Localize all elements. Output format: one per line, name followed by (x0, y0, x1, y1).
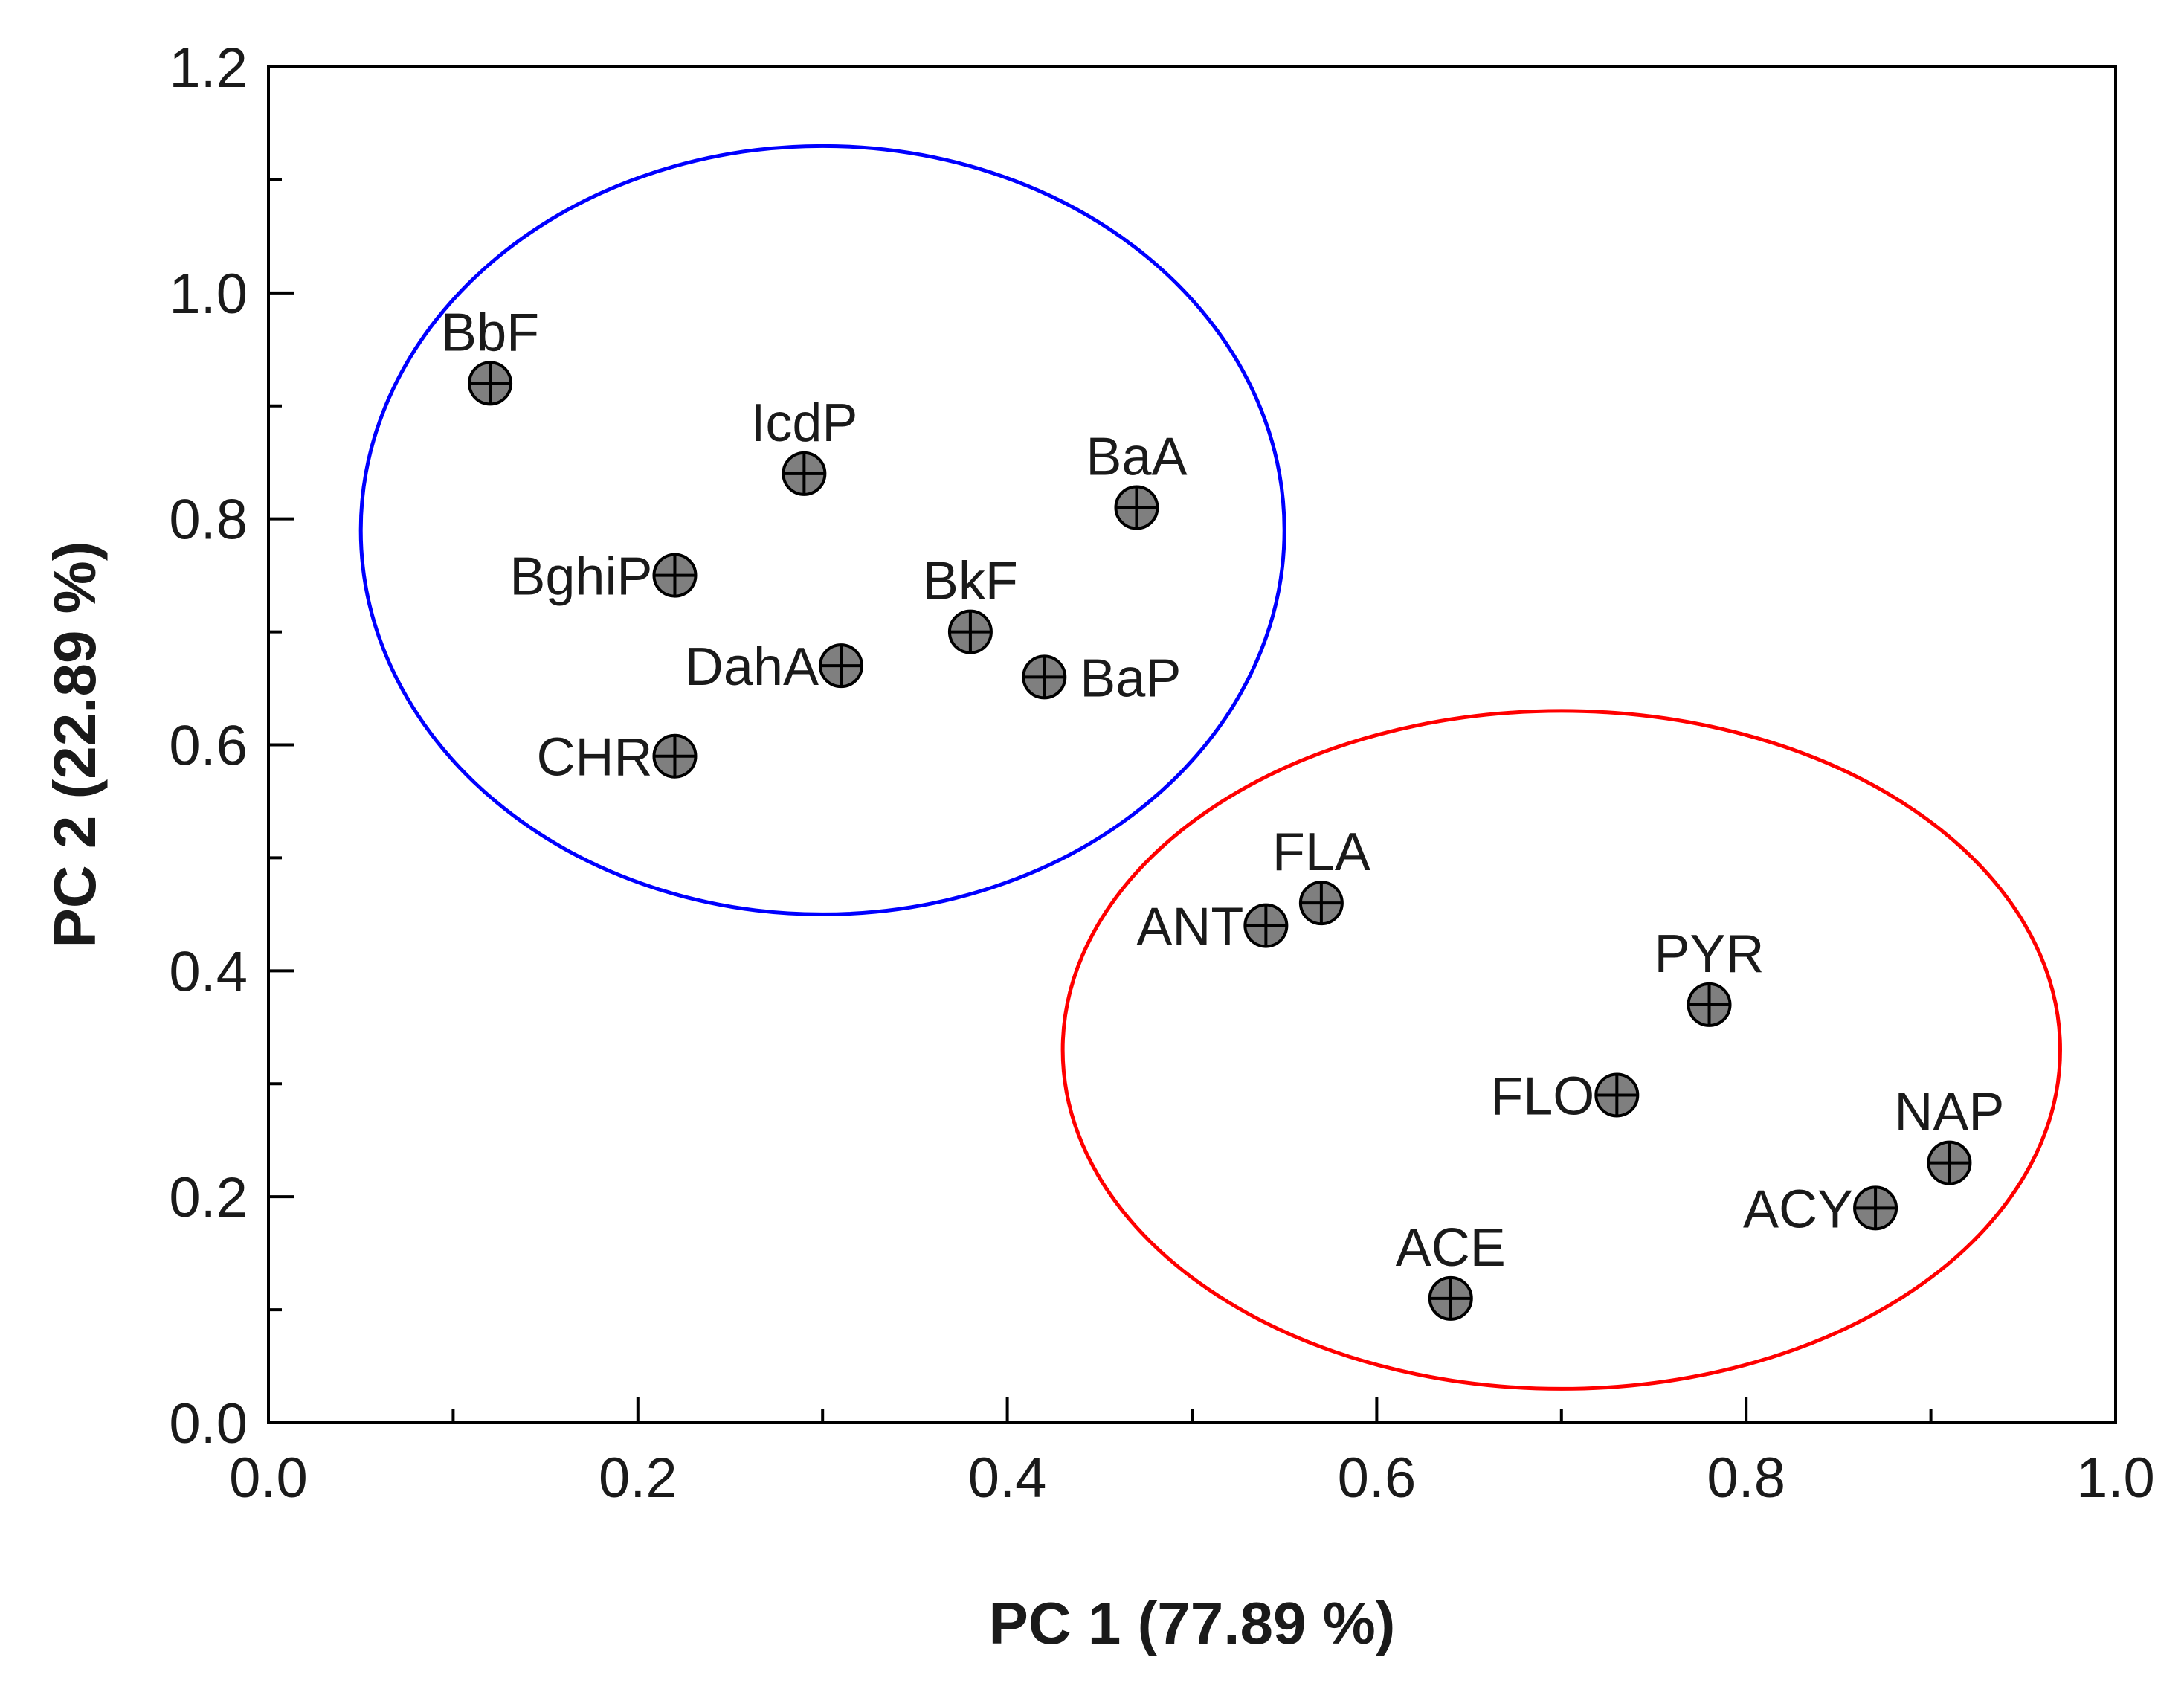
point-bghip: BghiP (509, 547, 698, 607)
cluster-ellipse-high-molecular-weight (358, 144, 1286, 916)
y-tick-label: 0.8 (169, 489, 248, 552)
y-tick-label: 0.2 (169, 1166, 248, 1229)
point-label: NAP (1894, 1083, 2004, 1142)
point-icdp: IcdP (750, 393, 857, 496)
point-chr: CHR (536, 728, 698, 788)
y-tick-label: 1.0 (169, 263, 248, 326)
point-label: ANT (1136, 898, 1243, 957)
point-baa: BaA (1086, 427, 1188, 530)
point-label: PYR (1654, 924, 1764, 984)
point-ace: ACE (1396, 1218, 1506, 1321)
x-axis-title: PC 1 (77.89 %) (989, 1590, 1396, 1656)
y-tick-label: 0.0 (169, 1392, 248, 1455)
y-tick-label: 0.4 (169, 940, 248, 1003)
y-axis-ticks: 0.0 0.2 0.4 0.6 0.8 1.0 1.2 (169, 36, 294, 1455)
x-tick-label: 0.0 (229, 1447, 308, 1510)
point-label: BaA (1086, 427, 1187, 486)
point-label: FLO (1490, 1066, 1594, 1126)
point-bbf: BbF (441, 303, 539, 406)
x-tick-label: 0.4 (968, 1447, 1047, 1510)
point-ant: ANT (1136, 898, 1289, 957)
x-tick-label: 1.0 (2076, 1447, 2155, 1510)
point-label: BaP (1080, 649, 1181, 708)
x-tick-label: 0.6 (1338, 1447, 1417, 1510)
point-nap: NAP (1894, 1083, 2004, 1185)
point-label: CHR (536, 728, 652, 788)
y-tick-label: 1.2 (169, 36, 248, 100)
x-axis-ticks: 0.0 0.2 0.4 0.6 0.8 1.0 (229, 1397, 2155, 1510)
point-label: IcdP (750, 393, 857, 453)
point-pyr: PYR (1654, 924, 1765, 1027)
point-label: BghiP (509, 547, 652, 607)
point-label: ACY (1743, 1180, 1853, 1239)
cluster-ellipses (358, 144, 2062, 1391)
x-tick-label: 0.8 (1707, 1447, 1785, 1510)
point-label: BkF (923, 552, 1018, 611)
point-label: DahA (685, 637, 819, 697)
data-points: BbF IcdP BaA BghiP BkF DahA BaP CHR FLA ANT PYR FLO… (441, 303, 2004, 1321)
cluster-ellipse-low-molecular-weight (1060, 709, 2062, 1391)
point-fla: FLA (1272, 823, 1370, 926)
point-bkf: BkF (923, 552, 1018, 654)
point-label: BbF (441, 303, 539, 362)
point-acy: ACY (1743, 1180, 1898, 1239)
y-tick-label: 0.6 (169, 715, 248, 778)
y-axis-title: PC 2 (22.89 %) (42, 541, 108, 948)
x-tick-label: 0.2 (599, 1447, 677, 1510)
point-bap: BaP (1022, 649, 1181, 708)
point-label: ACE (1396, 1218, 1506, 1278)
point-label: FLA (1272, 823, 1370, 882)
point-daha: DahA (685, 637, 864, 697)
point-flo: FLO (1490, 1066, 1640, 1126)
